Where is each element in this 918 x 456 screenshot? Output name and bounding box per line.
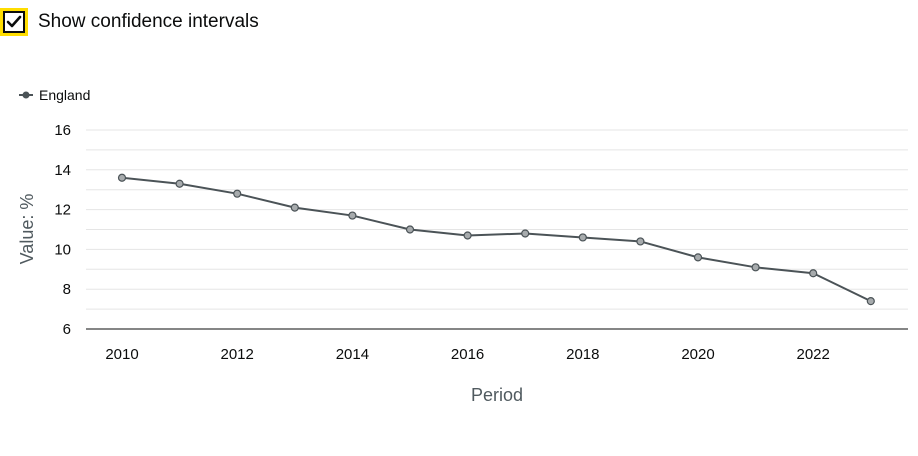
x-tick-label: 2010 xyxy=(105,346,138,363)
legend[interactable]: England xyxy=(19,87,90,103)
data-point-england[interactable] xyxy=(233,189,242,198)
checkmark-icon xyxy=(6,15,22,28)
data-point-england[interactable] xyxy=(348,211,357,220)
data-point-england[interactable] xyxy=(693,253,703,262)
data-point-england[interactable] xyxy=(175,179,184,188)
y-tick-label: 8 xyxy=(63,281,71,298)
y-tick-label: 10 xyxy=(54,241,71,258)
x-tick-label: 2022 xyxy=(797,346,830,363)
data-points xyxy=(117,173,875,306)
x-tick-label: 2014 xyxy=(336,346,369,363)
data-point-england[interactable] xyxy=(117,173,127,182)
y-axis-title: Value: % xyxy=(17,194,37,265)
x-axis-ticks: 2010 2012 2014 2016 2018 2020 2022 xyxy=(105,346,830,363)
data-point-england[interactable] xyxy=(809,269,818,278)
grid-lines xyxy=(86,129,908,310)
data-point-england[interactable] xyxy=(463,231,472,240)
y-tick-label: 12 xyxy=(54,202,71,219)
x-tick-label: 2020 xyxy=(681,346,714,363)
data-point-england[interactable] xyxy=(636,237,645,246)
confidence-intervals-checkbox[interactable] xyxy=(0,8,28,36)
x-tick-label: 2016 xyxy=(451,346,484,363)
x-axis-title: Period xyxy=(471,385,523,405)
y-tick-label: 16 xyxy=(54,122,71,139)
data-point-england[interactable] xyxy=(751,263,760,272)
series-line-england xyxy=(121,176,872,303)
legend-marker-swatch xyxy=(22,91,30,99)
confidence-intervals-label: Show confidence intervals xyxy=(38,11,259,32)
x-tick-label: 2018 xyxy=(566,346,599,363)
x-tick-label: 2012 xyxy=(221,346,254,363)
data-point-england[interactable] xyxy=(521,229,530,238)
y-tick-label: 14 xyxy=(54,162,71,179)
confidence-intervals-toggle[interactable]: Show confidence intervals xyxy=(0,6,259,38)
data-point-england[interactable] xyxy=(405,225,415,234)
y-axis-ticks: 6 8 10 12 14 16 xyxy=(54,122,71,338)
legend-item-england: England xyxy=(39,87,90,103)
y-tick-label: 6 xyxy=(63,321,71,338)
data-point-england[interactable] xyxy=(290,203,299,212)
data-point-england[interactable] xyxy=(866,297,875,306)
data-point-england[interactable] xyxy=(578,233,587,242)
